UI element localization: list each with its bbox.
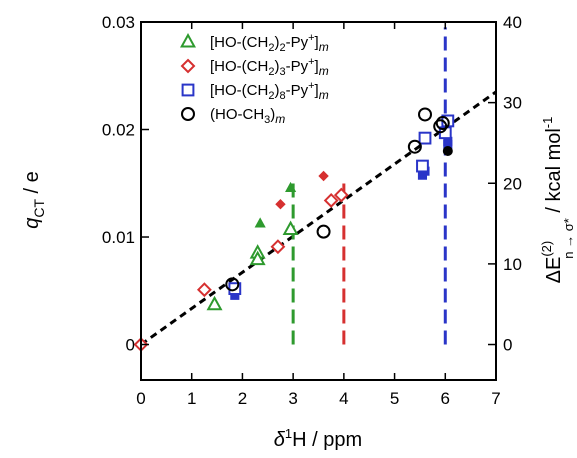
data-point [416,159,429,173]
legend-entry-label: [HO-(CH2)8-Py+]m [210,80,329,102]
plot-frame [140,21,497,381]
legend-marker [181,83,195,97]
x-tick-label: 5 [390,389,399,408]
x-tick-label: 2 [238,389,247,408]
data-point [333,187,349,203]
data-point [270,239,286,255]
x-tick-label: 7 [491,389,500,408]
data-point [206,295,223,311]
filled-data-point [275,199,286,210]
y-right-tick-label: 0 [503,336,512,355]
y-left-tick-label: 0.02 [102,121,135,140]
data-point [249,250,266,266]
data-point [225,277,240,292]
legend-entry-label: [HO-(CH2)3-Py+]m [210,56,329,78]
legend-marker [180,58,196,74]
y-right-tick-label: 30 [503,94,522,113]
x-tick-label: 0 [136,389,145,408]
x-tick-label: 1 [187,389,196,408]
data-point [435,116,450,131]
y-right-axis-title: ΔE(2) n → σ* / kcal mol-1 [539,117,576,284]
x-axis-title: δ1H / ppm [274,426,362,451]
filled-data-point [318,170,329,182]
filled-data-point [285,181,297,192]
y-left-tick-label: 0.01 [102,228,135,247]
data-point [282,220,299,235]
data-point [407,139,422,154]
data-point [196,282,212,298]
filled-data-point [442,146,453,157]
x-tick-label: 3 [288,389,297,408]
legend-marker [180,33,196,48]
filled-data-point [254,217,266,228]
y-left-axis-title: qCT / e [21,171,47,229]
fit-line [140,90,497,346]
x-tick-label: 6 [441,389,450,408]
y-left-tick-label: 0.03 [102,13,135,32]
data-point [433,119,448,134]
data-point [418,131,432,145]
legend-marker [181,107,195,121]
y-right-tick-label: 40 [503,13,522,32]
y-right-tick-label: 10 [503,255,522,274]
data-point [418,107,432,122]
x-tick-label: 4 [339,389,348,408]
data-point [316,224,331,239]
y-left-tick-label: 0 [126,336,135,355]
y-right-tick-label: 20 [503,174,522,193]
data-point [323,193,339,208]
legend: [HO-(CH2)2-Py+]m[HO-(CH2)3-Py+]m[HO-(CH2… [180,32,329,126]
legend-entry-label: (HO-CH3)m [210,106,285,126]
legend-entry-label: [HO-(CH2)2-Py+]m [210,32,329,54]
